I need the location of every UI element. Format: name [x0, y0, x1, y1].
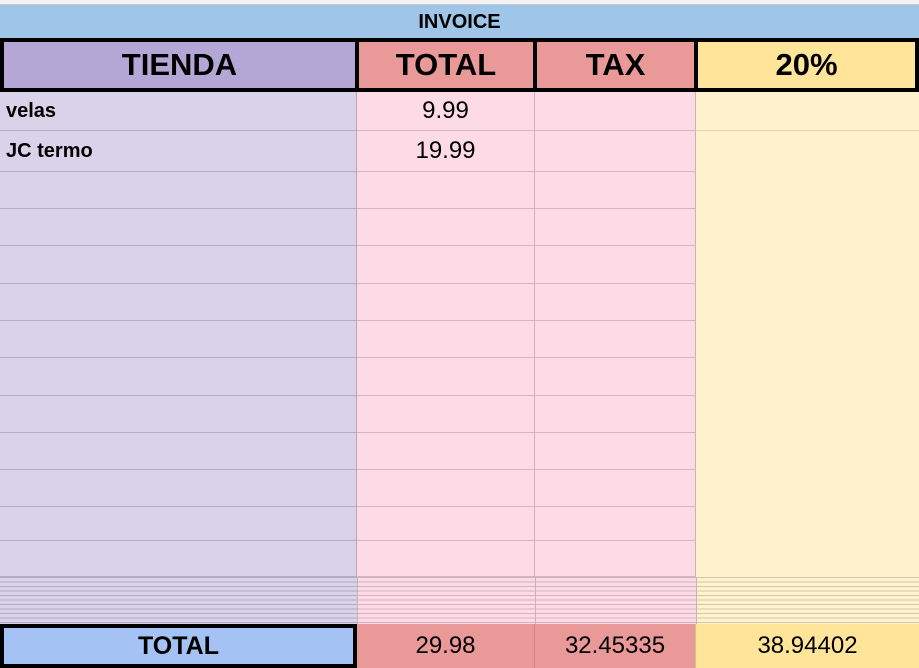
store-cell[interactable] — [0, 396, 357, 434]
total-cell[interactable]: 19.99 — [357, 131, 535, 173]
store-cell[interactable] — [0, 358, 357, 397]
total-cell[interactable] — [357, 172, 535, 210]
footer-rate-value[interactable]: 38.94402 — [696, 624, 919, 668]
tax-cell[interactable] — [535, 541, 696, 578]
store-cell[interactable] — [0, 209, 357, 247]
rate-cell-first[interactable] — [696, 92, 919, 132]
collapsed-rows — [535, 577, 696, 624]
header-tienda[interactable]: TIENDA — [0, 38, 357, 92]
tax-cell[interactable] — [535, 321, 696, 359]
total-cell[interactable] — [357, 541, 535, 578]
tax-cell[interactable] — [535, 92, 696, 132]
rate-merged-cell[interactable] — [696, 131, 919, 577]
footer-total-label[interactable]: TOTAL — [0, 624, 357, 668]
collapsed-rows — [0, 577, 357, 624]
total-cell[interactable] — [357, 246, 535, 285]
total-cell[interactable] — [357, 433, 535, 471]
store-cell[interactable]: JC termo — [0, 131, 357, 173]
total-cell[interactable] — [357, 209, 535, 247]
store-cell[interactable] — [0, 246, 357, 285]
tax-cell[interactable] — [535, 358, 696, 397]
collapsed-rows — [696, 577, 919, 624]
tax-cell[interactable] — [535, 507, 696, 542]
total-cell[interactable] — [357, 358, 535, 397]
store-cell[interactable] — [0, 321, 357, 359]
tax-cell[interactable] — [535, 131, 696, 173]
store-cell[interactable] — [0, 507, 357, 542]
tax-cell[interactable] — [535, 284, 696, 322]
store-cell[interactable] — [0, 470, 357, 508]
top-gridline-row — [0, 0, 919, 5]
header-total[interactable]: TOTAL — [357, 38, 535, 92]
tax-cell[interactable] — [535, 470, 696, 508]
tax-cell[interactable] — [535, 209, 696, 247]
collapsed-rows — [357, 577, 535, 624]
total-cell[interactable] — [357, 507, 535, 542]
total-cell[interactable]: 9.99 — [357, 92, 535, 132]
footer-total-value[interactable]: 29.98 — [357, 624, 535, 668]
total-cell[interactable] — [357, 321, 535, 359]
invoice-title[interactable]: INVOICE — [0, 5, 919, 39]
total-cell[interactable] — [357, 284, 535, 322]
tax-cell[interactable] — [535, 433, 696, 471]
footer-tax-value[interactable]: 32.45335 — [535, 624, 696, 668]
store-cell[interactable] — [0, 541, 357, 578]
header-rate[interactable]: 20% — [696, 38, 919, 92]
tax-cell[interactable] — [535, 172, 696, 210]
tax-cell[interactable] — [535, 246, 696, 285]
total-cell[interactable] — [357, 470, 535, 508]
store-cell[interactable] — [0, 284, 357, 322]
tax-cell[interactable] — [535, 396, 696, 434]
total-cell[interactable] — [357, 396, 535, 434]
header-tax[interactable]: TAX — [535, 38, 696, 92]
store-cell[interactable] — [0, 433, 357, 471]
store-cell[interactable]: velas — [0, 92, 357, 132]
store-cell[interactable] — [0, 172, 357, 210]
